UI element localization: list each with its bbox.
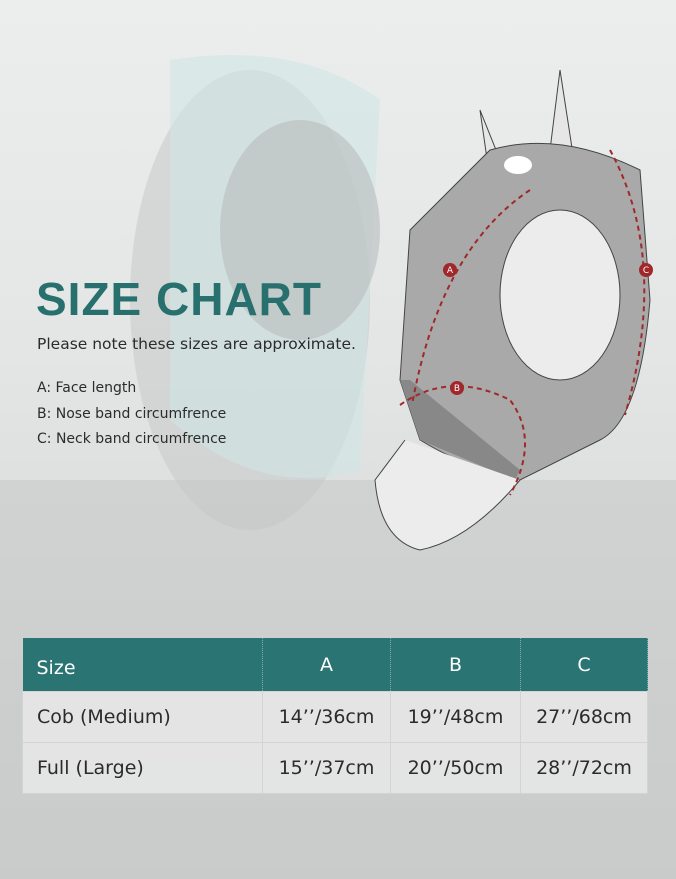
label-b: B bbox=[454, 384, 460, 394]
cell: 14’’/36cm bbox=[262, 691, 391, 743]
approximate-note: Please note these sizes are approximate. bbox=[37, 335, 356, 353]
cell: 19’’/48cm bbox=[390, 691, 521, 743]
header-c: C bbox=[520, 638, 648, 692]
table-row: Full (Large) 15’’/37cm 20’’/50cm 28’’/72… bbox=[22, 742, 648, 794]
size-table: Size A B C Cob (Medium) 14’’/36cm 19’’/4… bbox=[22, 638, 648, 794]
cell: 15’’/37cm bbox=[262, 742, 391, 794]
label-a: A bbox=[447, 266, 454, 276]
legend-a: A: Face length bbox=[37, 380, 137, 396]
table-header: Size A B C bbox=[22, 638, 648, 692]
measurement-legend: A: Face length B: Nose band circumfrence… bbox=[37, 376, 226, 453]
header-a: A bbox=[262, 638, 391, 692]
header-size: Size bbox=[22, 638, 263, 692]
cell: 27’’/68cm bbox=[520, 691, 648, 743]
legend-c: C: Neck band circumfrence bbox=[37, 431, 227, 447]
cell: Cob (Medium) bbox=[22, 691, 263, 743]
cell: Full (Large) bbox=[22, 742, 263, 794]
cell: 20’’/50cm bbox=[390, 742, 521, 794]
label-c: C bbox=[643, 266, 649, 276]
cell: 28’’/72cm bbox=[520, 742, 648, 794]
table-row: Cob (Medium) 14’’/36cm 19’’/48cm 27’’/68… bbox=[22, 691, 648, 743]
header-b: B bbox=[390, 638, 521, 692]
legend-b: B: Nose band circumfrence bbox=[37, 405, 227, 422]
page-title: SIZE CHART bbox=[36, 273, 322, 325]
